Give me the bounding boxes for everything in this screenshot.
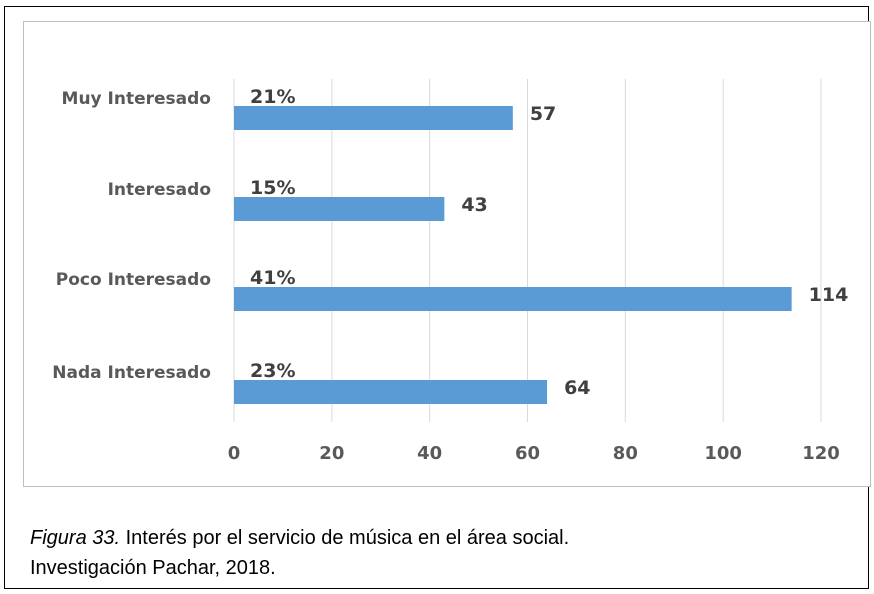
figure-caption: Figura 33. Interés por el servicio de mú…	[30, 523, 850, 583]
category-label: Nada Interesado	[52, 363, 211, 383]
x-tick-label: 20	[319, 443, 344, 464]
percent-labels: 21% 15% 41% 23%	[250, 86, 295, 382]
value-label: 64	[564, 377, 590, 399]
bar	[234, 287, 792, 311]
percent-label: 41%	[250, 267, 295, 289]
caption-line-1: Figura 33. Interés por el servicio de mú…	[30, 523, 850, 553]
bar	[234, 197, 445, 221]
figure-number: Figura 33.	[30, 527, 121, 549]
percent-label: 23%	[250, 360, 295, 382]
category-label: Poco Interesado	[56, 270, 211, 290]
x-tick-label: 120	[802, 443, 840, 464]
caption-text: Interés por el servicio de música en el …	[120, 527, 570, 549]
bars	[234, 106, 792, 404]
bar	[234, 380, 548, 404]
x-axis-ticks: 0 20 40 60 80 100 120	[228, 443, 840, 464]
category-labels: Muy Interesado Interesado Poco Interesado N…	[52, 89, 211, 383]
caption-line-2: Investigación Pachar, 2018.	[30, 557, 276, 579]
value-label: 43	[461, 194, 487, 216]
value-label: 57	[530, 103, 556, 125]
x-tick-label: 60	[515, 443, 540, 464]
x-tick-label: 80	[613, 443, 638, 464]
bar-chart: 0 20 40 60 80 100 120 Muy Interesado Interesado…	[52, 79, 848, 464]
category-label: Muy Interesado	[62, 89, 211, 109]
gridlines	[233, 79, 822, 422]
category-label: Interesado	[108, 180, 211, 200]
value-label: 114	[809, 284, 849, 306]
percent-label: 21%	[250, 86, 295, 108]
chart-area: 0 20 40 60 80 100 120 Muy Interesado Interesado…	[23, 21, 871, 487]
bar	[234, 106, 513, 130]
x-tick-label: 40	[417, 443, 442, 464]
value-labels: 57 43 114 64	[461, 103, 848, 399]
x-tick-label: 100	[704, 443, 742, 464]
x-tick-label: 0	[228, 443, 241, 464]
percent-label: 15%	[250, 177, 295, 199]
